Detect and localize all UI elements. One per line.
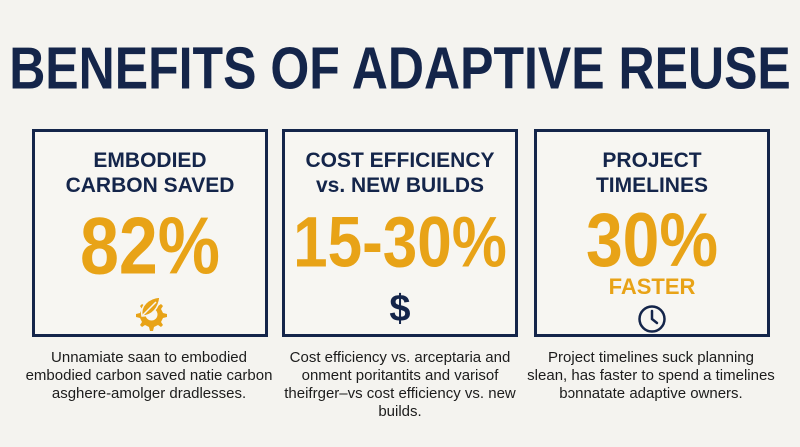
card-heading-line2: CARBON SAVED [65,174,235,197]
card-description: Project timelines suck planning slean, h… [527,349,775,402]
card-description: Cost efficiency vs. arceptaria and onmen… [284,349,516,420]
clock-icon [637,304,667,339]
dollar-icon: $ [389,288,411,330]
card-value: 82% [79,201,221,291]
card-cost-efficiency: COST EFFICIENCY vs. NEW BUILDS 15-30% $ [282,129,518,337]
card-value: 15-30% [293,203,507,283]
leaf-gear-icon [130,292,170,337]
card-project-timelines: PROJECT TIMELINES 30% FASTER [534,129,770,337]
card-heading-line2: vs. NEW BUILDS [315,174,485,197]
card-embodied-carbon: EMBODIED CARBON SAVED 82% [32,129,268,337]
card-value: 30% [585,197,719,283]
card-heading: EMBODIED CARBON SAVED [35,148,265,198]
card-heading-line1: PROJECT [602,149,702,172]
card-heading: PROJECT TIMELINES [537,148,767,198]
page-title: BENEFITS OF ADAPTIVE REUSE [9,35,791,102]
card-heading: COST EFFICIENCY vs. NEW BUILDS [285,148,515,198]
card-description: Unnamiate saan to embodied embodied carb… [25,349,273,402]
card-heading-line2: TIMELINES [595,174,708,197]
card-heading-line1: EMBODIED [93,149,207,172]
card-value-sub: FASTER [608,274,696,299]
card-heading-line1: COST EFFICIENCY [305,149,495,172]
